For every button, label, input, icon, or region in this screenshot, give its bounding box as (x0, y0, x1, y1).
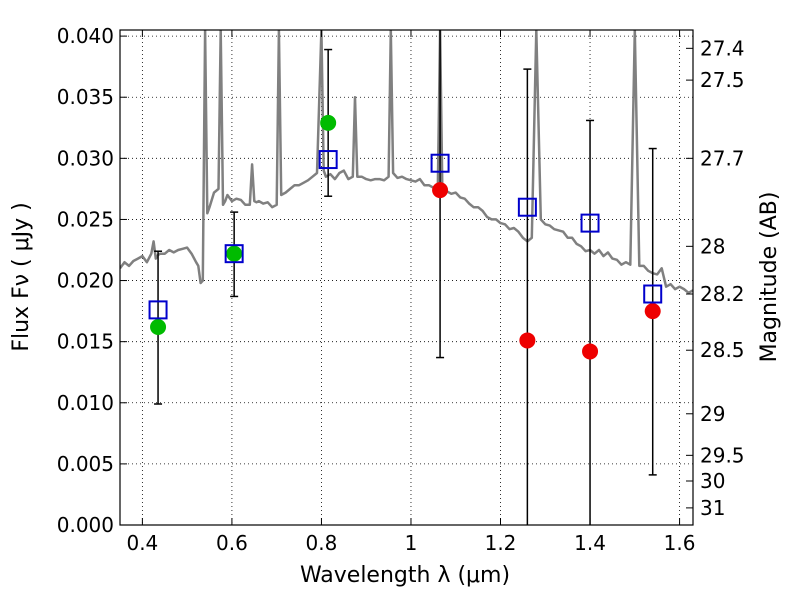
y-tick-label: 0.035 (57, 85, 114, 109)
data-point-circle (150, 319, 167, 335)
model-point-square (643, 284, 663, 304)
data-point-circle (644, 303, 661, 320)
plot-frame (119, 29, 694, 526)
y-axis-label: Flux Fν ( μJy ) (9, 202, 34, 351)
mag-tick-label: 27.4 (700, 36, 745, 60)
mag-tick-label: 28 (700, 234, 725, 258)
mag-tick-label: 30 (700, 469, 725, 493)
model-point-square (517, 197, 537, 217)
y-tick-label: 0.010 (57, 391, 114, 415)
y-tick-label: 0.020 (57, 269, 114, 293)
model-point-square (224, 244, 244, 264)
mag-tick-label: 29.5 (700, 443, 745, 467)
model-point-square (318, 150, 338, 170)
data-markers (148, 114, 663, 360)
x-tick-label: 1.6 (664, 531, 696, 555)
y-tick-label: 0.025 (57, 207, 114, 231)
x-tick-label: 1.2 (485, 531, 517, 555)
y-tick-label: 0.015 (57, 330, 114, 354)
model-point-square (580, 213, 600, 233)
model-point-square (148, 300, 168, 320)
data-point-circle (519, 332, 536, 349)
magnitude-axis-label: Magnitude (AB) (757, 192, 782, 363)
mag-tick-label: 28.2 (700, 282, 745, 306)
mag-tick-label: 29 (700, 402, 725, 426)
y-tick-label: 0.000 (57, 513, 114, 537)
x-tick-label: 0.4 (126, 531, 158, 555)
x-tick-label: 1.4 (574, 531, 606, 555)
mag-tick-label: 31 (700, 496, 725, 520)
data-point-circle (432, 182, 449, 199)
x-axis-label: Wavelength λ (μm) (300, 563, 510, 588)
mag-tick-label: 27.5 (700, 68, 745, 92)
data-point-circle (226, 245, 243, 262)
x-tick-label: 0.8 (306, 531, 338, 555)
y-tick-label: 0.005 (57, 452, 114, 476)
mag-tick-label: 28.5 (700, 338, 745, 362)
y-tick-label: 0.040 (57, 24, 114, 48)
x-tick-label: 1 (405, 531, 418, 555)
spectrum-line (120, 30, 693, 295)
data-point-circle (320, 114, 337, 131)
x-tick-label: 0.6 (216, 531, 248, 555)
mag-tick-label: 27.7 (700, 146, 745, 170)
data-point-circle (582, 343, 599, 360)
model-point-square (430, 153, 450, 173)
axis-ticks: 0.4 0.6 0.8 1 1.2 1.4 1.6 0.000 0.005 0.010 0.015 0… (57, 24, 745, 555)
template-spectrum (120, 30, 693, 295)
y-tick-label: 0.030 (57, 146, 114, 170)
